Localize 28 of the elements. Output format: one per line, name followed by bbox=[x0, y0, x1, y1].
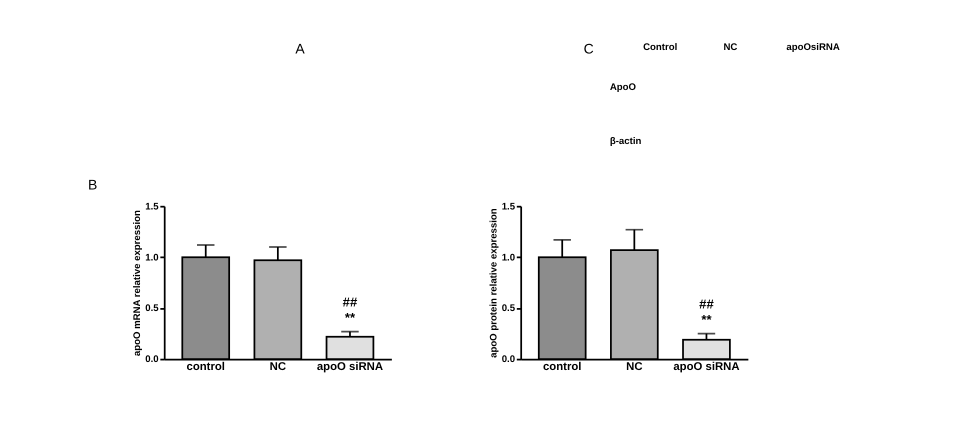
y-tick-label: 0.5 bbox=[145, 303, 160, 314]
x-tick-label: apoO siRNA bbox=[673, 361, 740, 374]
x-tick-label: NC bbox=[626, 361, 643, 374]
text: NC bbox=[723, 42, 738, 53]
y-tick-label: 0.0 bbox=[502, 354, 516, 366]
x-tick-label: control bbox=[542, 361, 582, 374]
y-tick-label: 1.0 bbox=[502, 252, 516, 264]
y-tick-label: 1.5 bbox=[145, 201, 160, 212]
y-tick-label: 0.0 bbox=[145, 354, 159, 366]
text: ApoO bbox=[610, 82, 637, 94]
text: Control bbox=[643, 42, 678, 53]
annotation: ## bbox=[699, 296, 714, 312]
y-tick-label: 1.0 bbox=[145, 252, 159, 264]
x-tick-label: apoO siRNA bbox=[316, 361, 384, 374]
chart-title: B bbox=[88, 176, 98, 193]
annotation: ** bbox=[701, 312, 712, 328]
text: A bbox=[295, 40, 306, 56]
annotation: ## bbox=[342, 294, 358, 310]
text: β-actin bbox=[610, 136, 642, 148]
x-tick-label: control bbox=[186, 361, 225, 374]
y-axis-title: apoO protein relative expression bbox=[488, 208, 500, 358]
text: C bbox=[584, 40, 594, 56]
x-tick-label: NC bbox=[270, 361, 286, 374]
text: apoOsiRNA bbox=[786, 42, 840, 53]
y-tick-label: 0.5 bbox=[502, 303, 516, 314]
y-tick-label: 1.5 bbox=[502, 201, 516, 212]
annotation: ** bbox=[344, 310, 356, 326]
y-axis-title: apoO mRNA relative expression bbox=[132, 210, 143, 356]
